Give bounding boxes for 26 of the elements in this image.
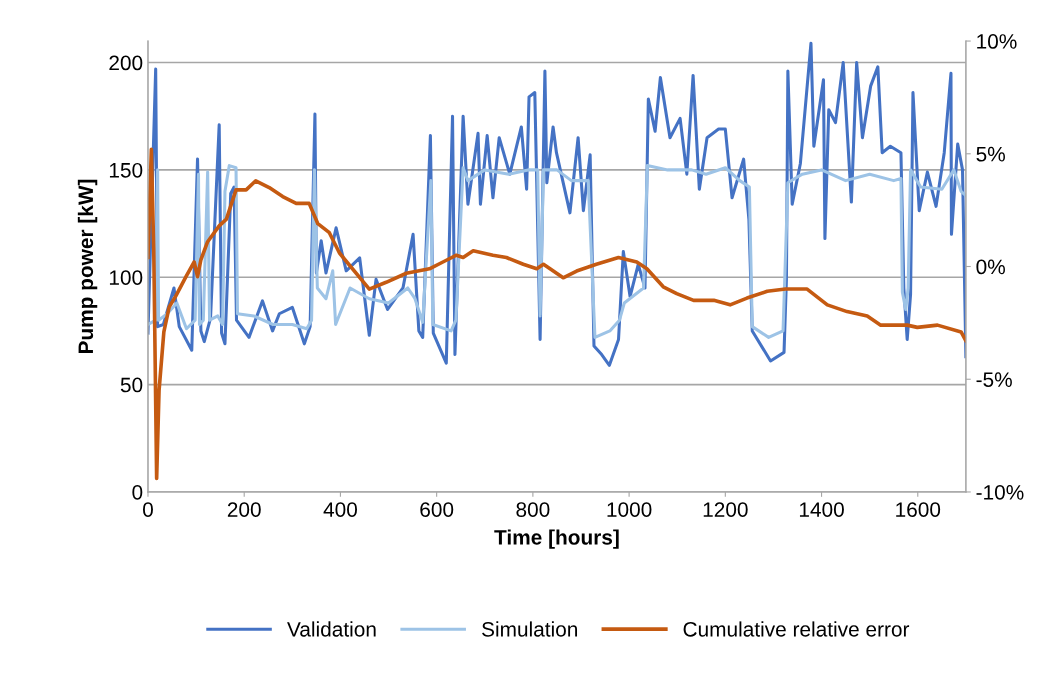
line-series — [147, 164, 966, 339]
x-tick-label: 600 — [420, 502, 454, 517]
y-tick-label: 200 — [109, 55, 143, 71]
x-tick-label: 800 — [516, 502, 550, 517]
y-tick-label: 150 — [109, 162, 143, 178]
x-tick-label: 1600 — [896, 502, 941, 517]
x-tick-label: 0 — [143, 502, 153, 517]
x-tick-label: 400 — [323, 502, 357, 517]
x-tick-label: 200 — [227, 502, 261, 517]
x-tick-label: 1000 — [607, 502, 652, 517]
legend-label: Cumulative relative error — [683, 621, 910, 637]
y2-tick-label: 5% — [976, 146, 1005, 162]
y2-tick-label: 10% — [977, 34, 1017, 49]
x-axis-title: Time [hours] — [494, 529, 619, 549]
y-tick-label: 100 — [109, 270, 143, 285]
x-tick-label: 1400 — [799, 502, 844, 517]
legend-label: Simulation — [482, 621, 578, 637]
y2-tick-label: 0% — [976, 259, 1005, 275]
y2-tick-label: -10% — [976, 484, 1024, 500]
legend-label: Validation — [287, 621, 376, 637]
x-tick-label: 1200 — [703, 502, 748, 517]
y-axis-title: Pump power [kW] — [77, 179, 98, 354]
line-series — [147, 147, 966, 481]
y2-tick-label: -5% — [976, 372, 1012, 387]
y-tick-label: 0 — [132, 484, 143, 500]
y-tick-label: 50 — [120, 377, 143, 393]
